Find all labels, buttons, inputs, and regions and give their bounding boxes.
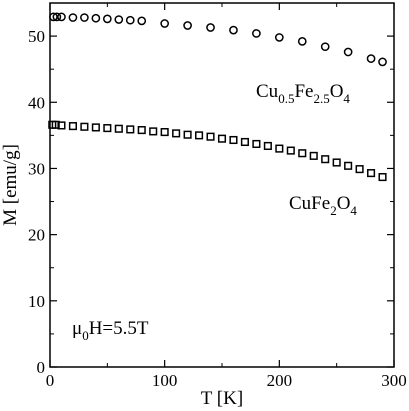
data-point-square <box>80 122 89 131</box>
data-point-circle <box>80 13 89 22</box>
data-point-square <box>183 130 192 139</box>
data-point-square <box>126 125 135 134</box>
data-point-square <box>229 135 238 145</box>
series-label-part: 4 <box>343 91 350 106</box>
series-label-part: Cu <box>256 81 279 102</box>
series-label-part: 4 <box>350 203 357 218</box>
data-point-square <box>332 158 341 167</box>
data-point-circle <box>366 54 376 63</box>
data-point-circle <box>137 16 147 26</box>
data-point-square <box>378 173 387 182</box>
data-point-square <box>57 121 66 130</box>
series-label-part: CuFe <box>289 193 330 214</box>
field-annotation-symbol: μ <box>72 318 82 339</box>
data-marks <box>48 12 387 182</box>
data-point-circle <box>49 12 58 22</box>
y-axis-title: M [emu/g] <box>0 144 21 226</box>
data-point-square <box>137 126 146 135</box>
x-tick-label: 300 <box>381 371 407 390</box>
data-point-circle <box>378 57 387 67</box>
data-point-circle <box>114 15 124 24</box>
data-point-square <box>286 146 295 155</box>
data-point-circle <box>160 19 170 28</box>
data-point-circle <box>252 29 261 38</box>
data-point-square <box>160 128 169 137</box>
data-point-circle <box>297 37 307 46</box>
data-point-circle <box>91 13 101 23</box>
data-point-square <box>206 132 215 141</box>
data-point-circle <box>52 12 62 22</box>
field-annotation: μ0H=5.5T <box>72 318 149 343</box>
data-point-circle <box>102 14 112 24</box>
data-point-square <box>103 124 112 133</box>
data-point-square <box>367 169 376 178</box>
series-label-part: 2 <box>330 203 337 218</box>
y-tick-label: 30 <box>28 159 45 178</box>
series-label-cufe2o4: CuFe2O4 <box>289 193 357 218</box>
data-point-circle <box>125 15 135 25</box>
data-point-square <box>275 144 284 153</box>
x-tick-label: 0 <box>46 371 55 390</box>
data-point-circle <box>68 13 78 22</box>
data-point-circle <box>229 25 238 35</box>
data-point-circle <box>57 12 66 22</box>
data-point-circle <box>206 23 215 32</box>
data-point-square <box>309 151 318 160</box>
data-point-circle <box>320 42 330 52</box>
y-tick-label: 10 <box>28 292 45 311</box>
data-point-circle <box>274 33 284 42</box>
data-point-square <box>91 123 100 132</box>
data-point-square <box>149 127 158 136</box>
field-annotation-text: H=5.5T <box>89 318 149 339</box>
y-tick-label: 40 <box>28 93 45 112</box>
data-point-square <box>51 120 60 129</box>
x-axis-title: T [K] <box>201 388 243 409</box>
x-tick-label: 100 <box>152 371 178 390</box>
plot-frame <box>49 2 395 368</box>
series-label-cu05fe25o4: Cu0.5Fe2.5O4 <box>256 81 350 106</box>
series-label-part: 0.5 <box>278 91 294 106</box>
series-label-part: Fe <box>294 81 313 102</box>
data-point-square <box>252 139 261 149</box>
series-label-part: O <box>330 81 344 102</box>
data-point-square <box>217 134 227 143</box>
data-point-square <box>114 124 123 133</box>
x-tick-label: 200 <box>267 371 293 390</box>
data-point-square <box>172 129 181 138</box>
data-point-square <box>263 141 272 151</box>
data-point-circle <box>183 21 192 30</box>
data-point-square <box>321 155 330 164</box>
y-tick-label: 50 <box>28 27 45 46</box>
series-label-part: 2.5 <box>313 91 329 106</box>
data-point-square <box>68 122 77 131</box>
data-point-square <box>240 137 249 147</box>
data-point-circle <box>343 47 353 57</box>
data-point-square <box>195 131 204 140</box>
y-tick-label: 20 <box>28 226 45 245</box>
y-tick-label: 0 <box>37 358 46 377</box>
field-annotation-sub: 0 <box>82 328 89 343</box>
data-point-square <box>355 165 364 174</box>
series-label-part: O <box>337 193 351 214</box>
data-point-square <box>344 161 353 170</box>
data-point-square <box>298 149 307 158</box>
